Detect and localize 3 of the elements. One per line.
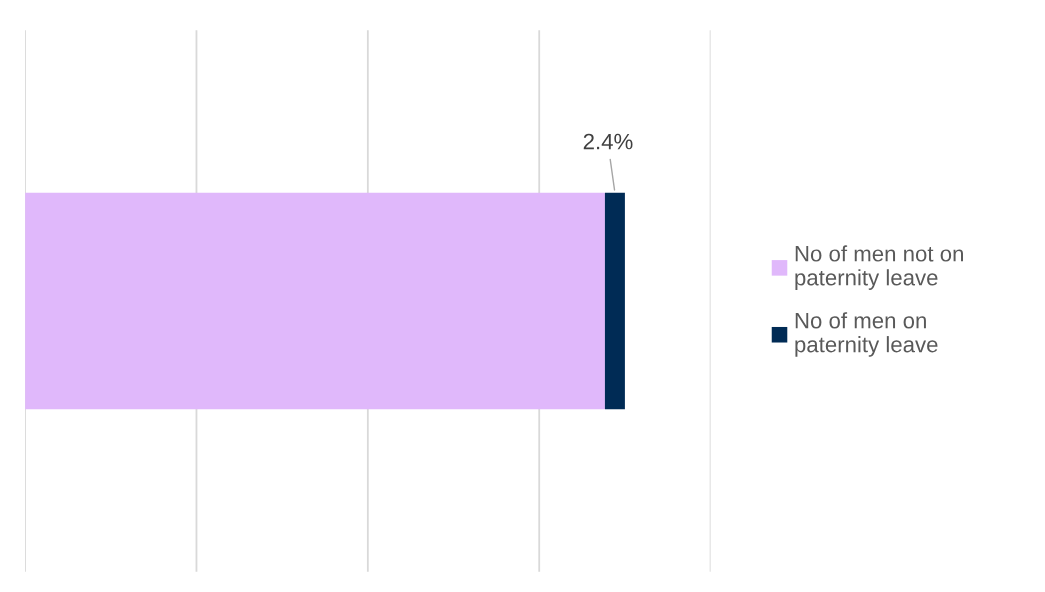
legend-label: No of men on paternity leave — [795, 312, 938, 357]
legend-label: No of men not on paternity leave — [795, 245, 963, 290]
data-label: 2.4% — [583, 133, 633, 150]
